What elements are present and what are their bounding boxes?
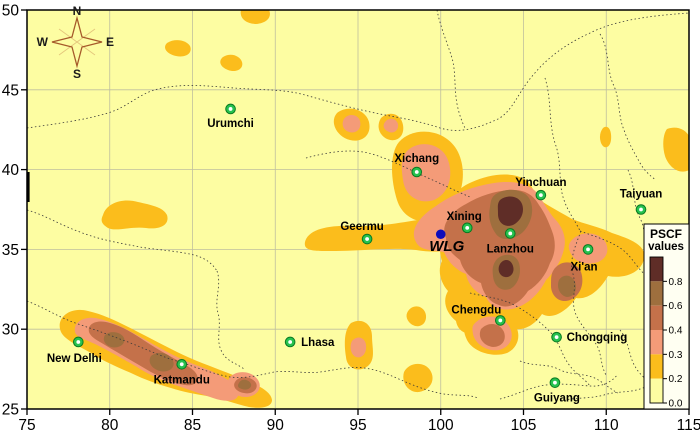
city-xining: Xining: [447, 211, 482, 234]
legend-tick-label-0.6: 0.6: [669, 301, 683, 312]
compass-star: [51, 15, 103, 69]
wlg-station: WLG: [429, 229, 465, 255]
x-tick-label-90: 90: [267, 417, 285, 434]
city-label-lhasa: Lhasa: [301, 337, 335, 349]
wlg-station-dot: [435, 229, 446, 240]
axes: 75 80 85 90 95 100 105 110 115 50 45 40 35 30 25: [2, 3, 700, 435]
city-label-xining: Xining: [447, 211, 482, 223]
city-label-urumchi: Urumchi: [207, 118, 254, 130]
city-xichang: Xichang: [394, 153, 439, 178]
city-yinchuan: Yinchuan: [515, 177, 567, 201]
city-marker-center: [76, 340, 81, 344]
legend-color-segment->0.8: [650, 257, 663, 282]
x-tick-label-105: 105: [511, 417, 537, 434]
compass-east-label: E: [106, 35, 114, 49]
city-geermu: Geermu: [340, 221, 384, 245]
city-marker-center: [498, 318, 503, 323]
city-marker-center: [538, 193, 543, 198]
city-label-guiyang: Guiyang: [534, 393, 580, 405]
city-marker-center: [179, 362, 184, 367]
city-label-geermu: Geermu: [340, 221, 383, 233]
legend-color-segment-0.4-0.6: [650, 305, 663, 330]
y-tick-label-35: 35: [2, 242, 19, 259]
x-tick-label-95: 95: [349, 417, 366, 434]
city-new-delhi: New Delhi: [47, 336, 102, 365]
compass-diagonals: [58, 28, 96, 56]
legend-tick-label-0.4: 0.4: [669, 326, 683, 337]
city-xi-an: Xi'an: [571, 244, 598, 273]
x-tick-label-115: 115: [677, 417, 700, 434]
legend-title-line2: values: [648, 241, 684, 253]
compass-west-label: W: [37, 35, 49, 49]
city-marker-center: [639, 207, 643, 212]
y-tick-label-25: 25: [2, 402, 19, 419]
city-label-lanzhou: Lanzhou: [487, 243, 534, 255]
city-label-xichang: Xichang: [394, 153, 439, 165]
city-marker-center: [288, 340, 293, 344]
y-tick-label-45: 45: [2, 82, 19, 99]
y-tick-label-30: 30: [2, 322, 20, 339]
city-markers: Urumchi Xichang Yinchuan Taiyuan Geermu Xinin…: [47, 103, 663, 405]
city-katmandu: Katmandu: [154, 359, 210, 386]
x-tick-label-100: 100: [428, 417, 454, 434]
city-lanzhou: Lanzhou: [487, 228, 534, 255]
city-label-xi-an: Xi'an: [571, 261, 598, 273]
city-marker-center: [414, 170, 419, 174]
y-tick-label-40: 40: [2, 162, 20, 179]
city-chengdu: Chengdu: [451, 304, 506, 326]
wlg-station-label: WLG: [429, 238, 464, 255]
legend-tick-label-0.8: 0.8: [669, 277, 683, 288]
pscf-level-0.8: [497, 196, 523, 278]
city-marker-center: [465, 225, 470, 230]
x-tick-label-75: 75: [18, 417, 35, 434]
city-label-yinchuan: Yinchuan: [515, 177, 566, 189]
country-borders: [27, 10, 689, 402]
city-marker-center: [553, 380, 557, 385]
city-label-new-delhi: New Delhi: [47, 353, 102, 365]
legend-tick-label-0.2: 0.2: [669, 374, 683, 385]
x-tick-label-80: 80: [101, 417, 119, 434]
city-guiyang: Guiyang: [534, 377, 580, 405]
legend-tick-label-0.0: 0.0: [669, 399, 683, 410]
y-tick-label-50: 50: [2, 3, 20, 20]
pscf-contours: [59, 10, 689, 408]
legend-title-line1: PSCF: [650, 227, 682, 241]
city-label-katmandu: Katmandu: [154, 374, 210, 386]
city-chongqing: Chongqing: [551, 331, 628, 344]
city-urumchi: Urumchi: [207, 103, 254, 130]
city-lhasa: Lhasa: [284, 336, 335, 349]
compass-rose: N S E W: [37, 4, 114, 81]
x-tick-label-110: 110: [594, 417, 619, 434]
city-marker-center: [554, 335, 559, 340]
city-label-chengdu: Chengdu: [451, 304, 501, 316]
city-label-chongqing: Chongqing: [567, 332, 628, 344]
city-marker-center: [228, 107, 233, 111]
city-marker-center: [508, 231, 513, 236]
legend-color-segment-0.6-0.8: [650, 281, 663, 306]
legend-color-segment-0.0-0.2: [650, 378, 663, 403]
compass-north-label: N: [73, 4, 82, 18]
x-tick-label-85: 85: [184, 417, 201, 434]
city-marker-center: [586, 247, 590, 252]
legend-color-segment-0.2-0.3: [650, 354, 663, 379]
compass-south-label: S: [73, 67, 81, 81]
legend-color-segment-0.3-0.4: [650, 330, 663, 355]
legend-tick-label-0.3: 0.3: [669, 350, 683, 361]
city-marker-center: [365, 237, 370, 241]
city-label-taiyuan: Taiyuan: [620, 189, 663, 201]
city-taiyuan: Taiyuan: [620, 189, 663, 215]
thick-border-segment: [27, 172, 30, 202]
